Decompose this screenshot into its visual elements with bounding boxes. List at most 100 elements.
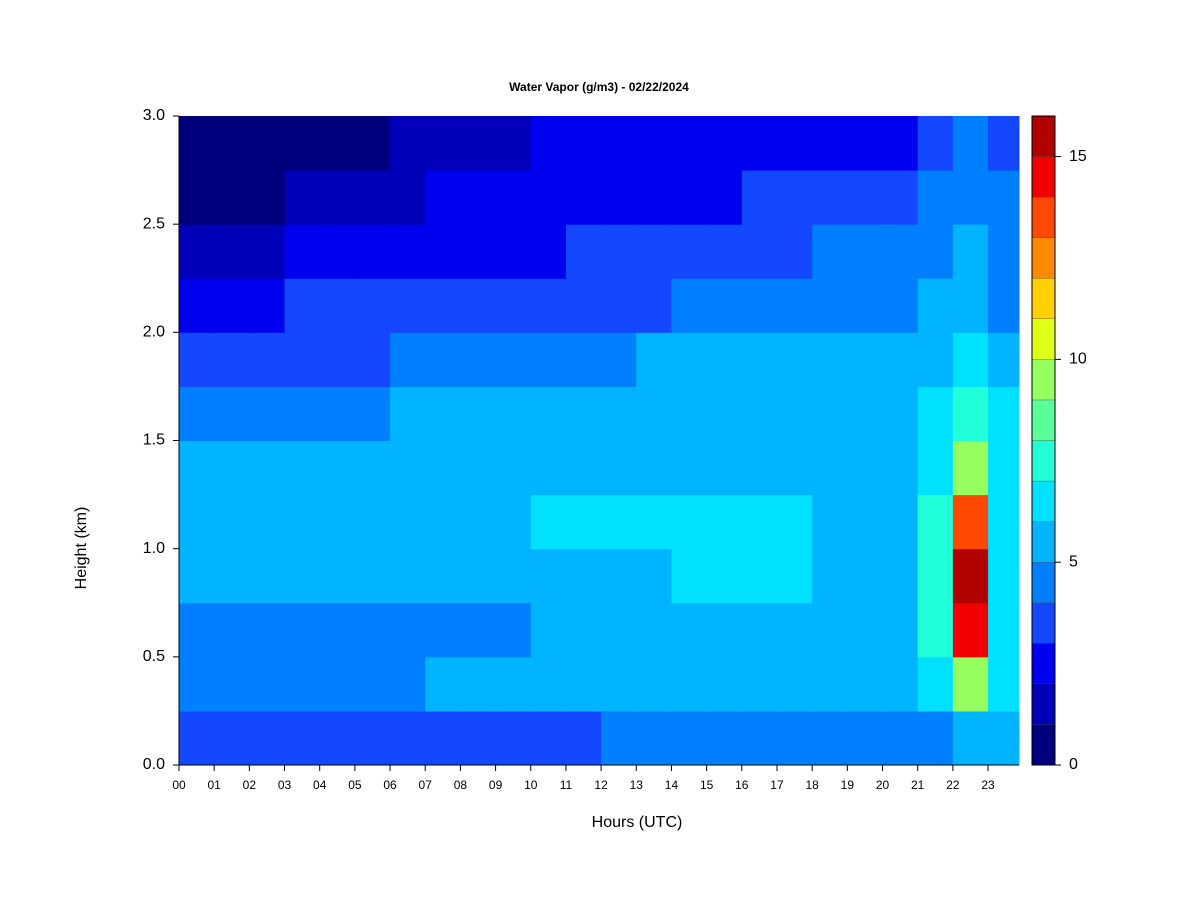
heat-cell (812, 386, 848, 441)
heat-cell (530, 656, 567, 712)
heat-cell (671, 710, 708, 766)
heat-cell (671, 224, 708, 279)
heat-cell (495, 602, 532, 658)
heat-cell (495, 224, 532, 279)
heat-cell (671, 278, 708, 333)
chart-title: Water Vapor (g/m3) - 02/22/2024 (509, 80, 689, 94)
heat-cell (847, 224, 884, 279)
heat-cell (530, 278, 567, 333)
colorbar-tick-label: 0 (1069, 756, 1078, 773)
x-tick-label: 18 (805, 778, 819, 792)
heat-cell (425, 170, 461, 225)
heat-cell (249, 386, 286, 441)
heat-cell (460, 386, 497, 441)
x-tick-label: 08 (454, 778, 468, 792)
heat-cell (390, 278, 426, 333)
y-tick-label: 0.0 (143, 756, 165, 773)
heat-cell (284, 656, 321, 712)
heat-cell (636, 656, 672, 712)
heat-cell (284, 602, 321, 658)
heat-cell (671, 170, 708, 225)
colorbar-band (1031, 237, 1056, 279)
heat-cell (284, 440, 321, 496)
heat-cell (776, 224, 813, 279)
heat-cell (776, 710, 813, 766)
x-tick-label: 15 (700, 778, 714, 792)
heat-cell (847, 386, 884, 441)
heat-cell (917, 710, 954, 766)
heat-cell (706, 440, 743, 496)
x-tick-label: 22 (946, 778, 960, 792)
heat-cell (565, 224, 602, 279)
heat-cell (460, 656, 497, 712)
heat-cell (530, 332, 567, 387)
heat-cell (882, 710, 919, 766)
heat-cell (319, 224, 356, 279)
heat-cell (460, 332, 497, 387)
heat-cell (882, 386, 919, 441)
heat-cell (988, 494, 1020, 550)
heat-cell (319, 440, 356, 496)
heat-cell (565, 116, 602, 171)
heat-cell (354, 332, 391, 387)
heat-cell (882, 440, 919, 496)
heat-cell (390, 494, 426, 550)
heat-cell (214, 710, 250, 766)
heat-cell (319, 386, 356, 441)
heat-cell (952, 548, 989, 604)
x-tick-label: 14 (665, 778, 679, 792)
heat-cell (917, 548, 954, 604)
heat-cell (988, 332, 1020, 387)
heat-cell (565, 386, 602, 441)
heat-cell (495, 116, 532, 171)
heat-cell (565, 656, 602, 712)
heat-cell (776, 332, 813, 387)
heat-cell (952, 170, 989, 225)
heat-cell (847, 332, 884, 387)
heat-cell (776, 656, 813, 712)
x-tick-label: 21 (911, 778, 925, 792)
heat-cell (988, 278, 1020, 333)
heat-cell (952, 224, 989, 279)
y-tick-label: 2.5 (143, 215, 165, 232)
heat-cell (425, 548, 461, 604)
heat-cell (917, 170, 954, 225)
heat-cell (741, 440, 778, 496)
heat-cell (917, 278, 954, 333)
heat-cell (495, 278, 532, 333)
heat-cell (249, 602, 286, 658)
heat-cell (179, 602, 215, 658)
heat-cell (636, 710, 672, 766)
heat-cell (601, 170, 637, 225)
heat-cell (179, 170, 215, 225)
heat-cell (812, 278, 848, 333)
heat-cell (671, 494, 708, 550)
heat-cell (495, 386, 532, 441)
heat-cell (601, 332, 637, 387)
heat-cell (179, 224, 215, 279)
heat-cell (636, 602, 672, 658)
x-axis-label: Hours (UTC) (592, 814, 683, 831)
heat-cell (495, 170, 532, 225)
heat-cell (530, 170, 567, 225)
heat-cell (917, 224, 954, 279)
colorbar-band (1031, 521, 1056, 563)
heat-cell (460, 602, 497, 658)
heat-cell (214, 170, 250, 225)
heat-cell (741, 278, 778, 333)
heat-cell (812, 548, 848, 604)
heat-cell (530, 548, 567, 604)
heat-cell (636, 224, 672, 279)
heat-cell (565, 170, 602, 225)
colorbar-band (1031, 643, 1056, 685)
heat-cell (636, 278, 672, 333)
heat-cell (882, 332, 919, 387)
heat-cell (847, 116, 884, 171)
heat-cell (706, 602, 743, 658)
heat-cell (988, 548, 1020, 604)
heat-cell (249, 116, 286, 171)
heat-cell (988, 170, 1020, 225)
heat-cell (706, 332, 743, 387)
heat-cell (601, 548, 637, 604)
